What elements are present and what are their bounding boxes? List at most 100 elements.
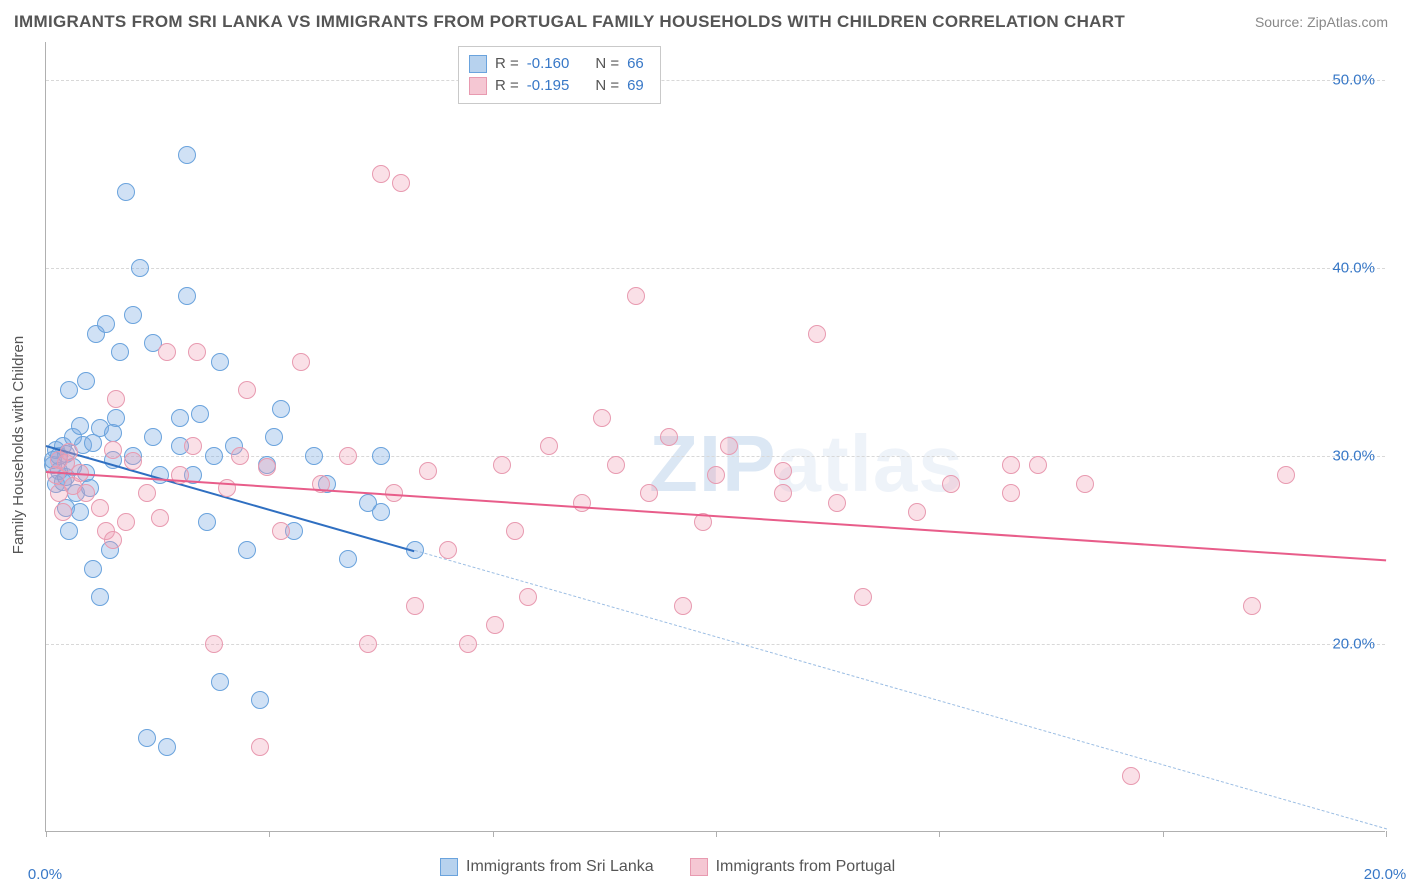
value-N-portugal: 69 — [627, 75, 644, 97]
data-point-srilanka — [211, 353, 229, 371]
data-point-srilanka — [305, 447, 323, 465]
data-point-portugal — [519, 588, 537, 606]
data-point-srilanka — [71, 503, 89, 521]
data-point-portugal — [77, 484, 95, 502]
y-tick-label: 50.0% — [1332, 71, 1375, 88]
data-point-portugal — [1122, 767, 1140, 785]
legend-item-portugal: Immigrants from Portugal — [690, 858, 896, 876]
data-point-portugal — [406, 597, 424, 615]
data-point-srilanka — [77, 372, 95, 390]
data-point-portugal — [774, 484, 792, 502]
x-tick — [939, 831, 940, 837]
data-point-srilanka — [60, 522, 78, 540]
legend-stats-row-portugal: R = -0.195 N = 69 — [469, 75, 644, 97]
data-point-portugal — [158, 343, 176, 361]
data-point-portugal — [720, 437, 738, 455]
data-point-srilanka — [91, 588, 109, 606]
data-point-srilanka — [117, 183, 135, 201]
legend-item-srilanka: Immigrants from Sri Lanka — [440, 858, 654, 876]
value-R-portugal: -0.195 — [527, 75, 570, 97]
data-point-portugal — [188, 343, 206, 361]
legend-stats-box: R = -0.160 N = 66 R = -0.195 N = 69 — [458, 46, 661, 104]
label-R: R = — [495, 53, 519, 75]
data-point-srilanka — [107, 409, 125, 427]
data-point-portugal — [1277, 466, 1295, 484]
legend-stats-row-srilanka: R = -0.160 N = 66 — [469, 53, 644, 75]
data-point-srilanka — [171, 409, 189, 427]
data-point-portugal — [419, 462, 437, 480]
legend-label-srilanka: Immigrants from Sri Lanka — [466, 858, 654, 876]
x-tick-label: 20.0% — [1364, 866, 1406, 883]
chart-plot-area: ZIPatlas 20.0%30.0%40.0%50.0% — [45, 42, 1385, 832]
swatch-pink-icon — [690, 858, 708, 876]
data-point-srilanka — [211, 673, 229, 691]
data-point-portugal — [828, 494, 846, 512]
data-point-portugal — [1029, 456, 1047, 474]
data-point-portugal — [908, 503, 926, 521]
source-label: Source: ZipAtlas.com — [1255, 14, 1388, 30]
data-point-portugal — [107, 390, 125, 408]
data-point-portugal — [486, 616, 504, 634]
data-point-portugal — [60, 443, 78, 461]
data-point-portugal — [184, 437, 202, 455]
value-N-srilanka: 66 — [627, 53, 644, 75]
data-point-portugal — [138, 484, 156, 502]
data-point-portugal — [251, 738, 269, 756]
swatch-blue-icon — [440, 858, 458, 876]
data-point-srilanka — [124, 306, 142, 324]
x-tick — [269, 831, 270, 837]
data-point-portugal — [104, 531, 122, 549]
data-point-portugal — [1002, 456, 1020, 474]
x-tick-label: 0.0% — [28, 866, 62, 883]
x-tick — [493, 831, 494, 837]
data-point-srilanka — [71, 417, 89, 435]
data-point-srilanka — [265, 428, 283, 446]
label-N: N = — [595, 75, 619, 97]
data-point-portugal — [854, 588, 872, 606]
data-point-portugal — [459, 635, 477, 653]
data-point-portugal — [124, 452, 142, 470]
data-point-srilanka — [158, 738, 176, 756]
data-point-srilanka — [251, 691, 269, 709]
label-R: R = — [495, 75, 519, 97]
data-point-portugal — [1076, 475, 1094, 493]
data-point-portugal — [493, 456, 511, 474]
data-point-portugal — [91, 499, 109, 517]
legend-series: Immigrants from Sri Lanka Immigrants fro… — [440, 858, 895, 876]
data-point-portugal — [506, 522, 524, 540]
data-point-srilanka — [144, 428, 162, 446]
grid-line — [46, 80, 1385, 81]
data-point-srilanka — [97, 315, 115, 333]
data-point-portugal — [392, 174, 410, 192]
y-tick-label: 30.0% — [1332, 447, 1375, 464]
data-point-portugal — [205, 635, 223, 653]
data-point-srilanka — [104, 424, 122, 442]
grid-line — [46, 268, 1385, 269]
data-point-portugal — [238, 381, 256, 399]
data-point-srilanka — [84, 560, 102, 578]
data-point-srilanka — [339, 550, 357, 568]
watermark: ZIPatlas — [649, 418, 964, 510]
data-point-portugal — [104, 441, 122, 459]
data-point-portugal — [54, 503, 72, 521]
data-point-portugal — [1002, 484, 1020, 502]
data-point-portugal — [292, 353, 310, 371]
y-axis-label: Family Households with Children — [10, 336, 27, 554]
data-point-srilanka — [272, 400, 290, 418]
x-tick — [1386, 831, 1387, 837]
data-point-srilanka — [198, 513, 216, 531]
data-point-portugal — [774, 462, 792, 480]
data-point-srilanka — [178, 287, 196, 305]
data-point-portugal — [372, 165, 390, 183]
data-point-portugal — [439, 541, 457, 559]
data-point-srilanka — [111, 343, 129, 361]
data-point-portugal — [272, 522, 290, 540]
data-point-portugal — [540, 437, 558, 455]
grid-line — [46, 644, 1385, 645]
legend-label-portugal: Immigrants from Portugal — [716, 858, 896, 876]
data-point-portugal — [660, 428, 678, 446]
data-point-srilanka — [205, 447, 223, 465]
trend-line — [414, 550, 1386, 829]
swatch-blue-icon — [469, 55, 487, 73]
y-tick-label: 40.0% — [1332, 259, 1375, 276]
